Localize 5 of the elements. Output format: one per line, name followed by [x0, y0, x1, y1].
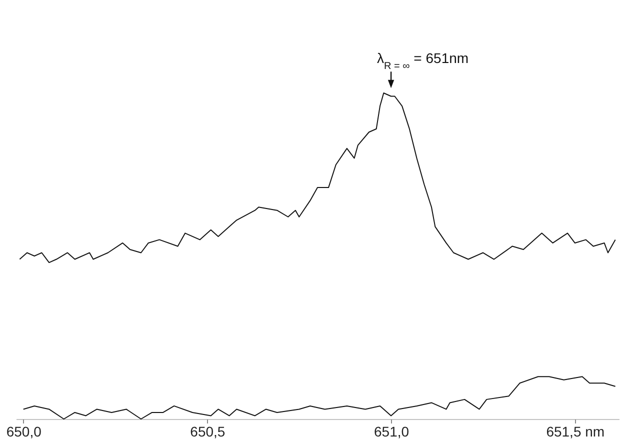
x-tick-label: 650,5	[190, 424, 226, 440]
annotation: λ$_{R = ∞}$ = 651nm	[377, 50, 469, 72]
x-tick-label: 651,0	[374, 424, 410, 440]
x-tick-label: 651,5 nm	[546, 424, 605, 440]
x-tick-label: 650,0	[6, 424, 42, 440]
